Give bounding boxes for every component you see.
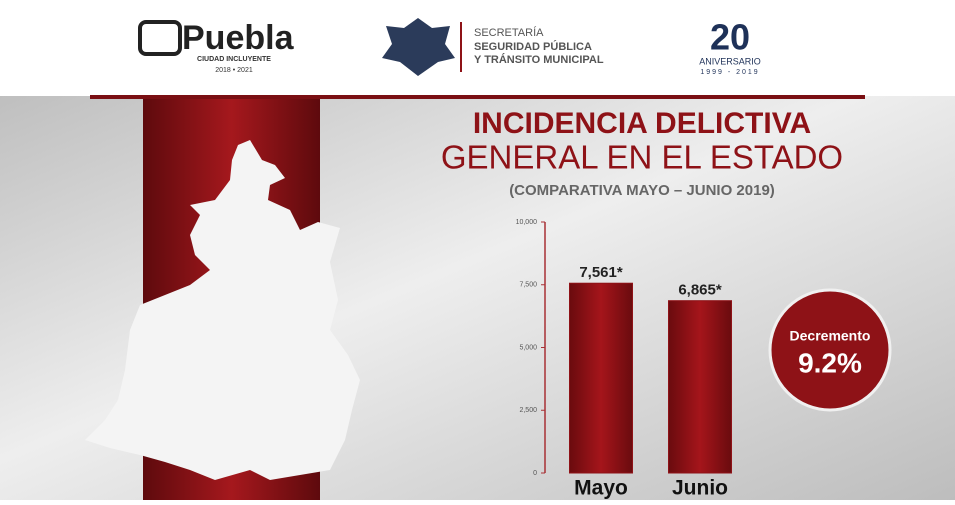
chart-note: (COMPARATIVA MAYO – JUNIO 2019) bbox=[509, 182, 775, 199]
city-icon bbox=[138, 20, 182, 56]
agency-line: SEGURIDAD PÚBLICA bbox=[474, 40, 592, 53]
police-badge bbox=[382, 18, 455, 76]
bar bbox=[569, 282, 633, 474]
anniversary-text: ANIVERSARIO bbox=[699, 56, 761, 66]
badge-label: Decremento bbox=[790, 328, 871, 344]
anniversary-years: 1999 - 2019 bbox=[700, 69, 759, 76]
anniversary-number: 20 bbox=[710, 17, 750, 58]
header-rule bbox=[90, 95, 865, 99]
x-tick-label: Junio bbox=[672, 477, 728, 500]
y-tick-label: 0 bbox=[533, 470, 537, 477]
header-bg bbox=[0, 0, 955, 96]
y-tick-label: 5,000 bbox=[519, 344, 537, 351]
agency-line: Y TRÁNSITO MUNICIPAL bbox=[474, 53, 604, 66]
chart-title: INCIDENCIA DELICTIVA bbox=[473, 107, 811, 140]
city-term: 2018 • 2021 bbox=[215, 67, 253, 74]
city-motto: CIUDAD INCLUYENTE bbox=[197, 56, 271, 63]
agency-line: SECRETARÍA bbox=[474, 26, 544, 39]
chart-subtitle: GENERAL EN EL ESTADO bbox=[441, 139, 843, 176]
badge bbox=[768, 288, 892, 412]
y-tick-label: 2,500 bbox=[519, 407, 537, 414]
badge-value: 9.2% bbox=[798, 347, 862, 378]
city-logo: Puebla bbox=[182, 19, 295, 57]
bar bbox=[668, 300, 732, 474]
value-label: 6,865* bbox=[678, 282, 722, 299]
y-tick-label: 10,000 bbox=[516, 219, 538, 226]
value-label: 7,561* bbox=[579, 264, 623, 281]
y-tick-label: 7,500 bbox=[519, 282, 537, 289]
x-tick-label: Mayo bbox=[574, 477, 628, 500]
state-map bbox=[85, 140, 360, 480]
agency-rule bbox=[460, 22, 462, 72]
